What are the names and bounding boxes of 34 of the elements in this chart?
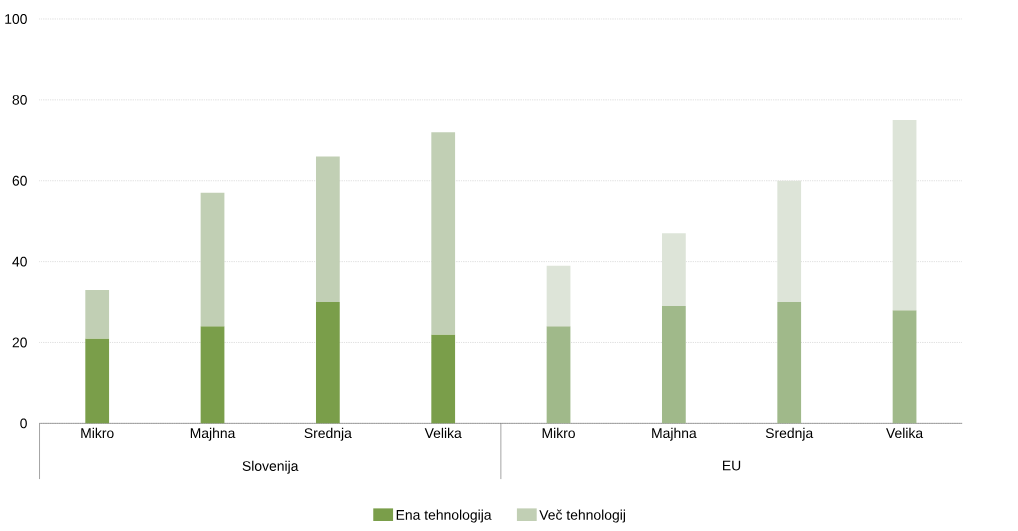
bar — [200, 326, 225, 424]
x-tick-label: Srednja — [304, 428, 352, 441]
legend-label: Ena tehnologija — [396, 509, 492, 523]
bar — [431, 132, 456, 335]
bar — [546, 326, 571, 424]
x-tick-label: Srednja — [765, 428, 814, 441]
y-tick-label: 100 — [5, 14, 27, 25]
bar — [315, 156, 340, 303]
bar — [892, 120, 917, 311]
y-tick-label: 60 — [12, 175, 27, 186]
x-tick-label: Velika — [424, 428, 462, 439]
bar — [662, 233, 686, 307]
bar — [662, 306, 686, 424]
x-tick-label: Majhna — [190, 428, 236, 441]
legend-label: Več tehnologij — [539, 509, 625, 523]
y-tick-label: 40 — [12, 256, 27, 267]
x-tick-label: Mikro — [81, 428, 114, 439]
bar — [777, 180, 802, 303]
bar — [315, 302, 340, 424]
bar — [85, 338, 110, 424]
y-tick-label: 80 — [12, 95, 27, 105]
y-tick-label: 20 — [12, 337, 27, 348]
bar — [546, 265, 571, 327]
text: Slovenija — [242, 460, 299, 474]
x-tick-label: Majhna — [652, 428, 697, 441]
bar — [892, 310, 917, 424]
text: EU — [723, 460, 741, 471]
bar — [200, 193, 225, 327]
y-tick-label: 0 — [20, 418, 27, 429]
bar — [431, 334, 456, 424]
x-tick-label: Velika — [886, 428, 924, 439]
x-tick-label: Mikro — [542, 428, 575, 439]
bar — [777, 302, 802, 424]
bar — [85, 290, 110, 339]
